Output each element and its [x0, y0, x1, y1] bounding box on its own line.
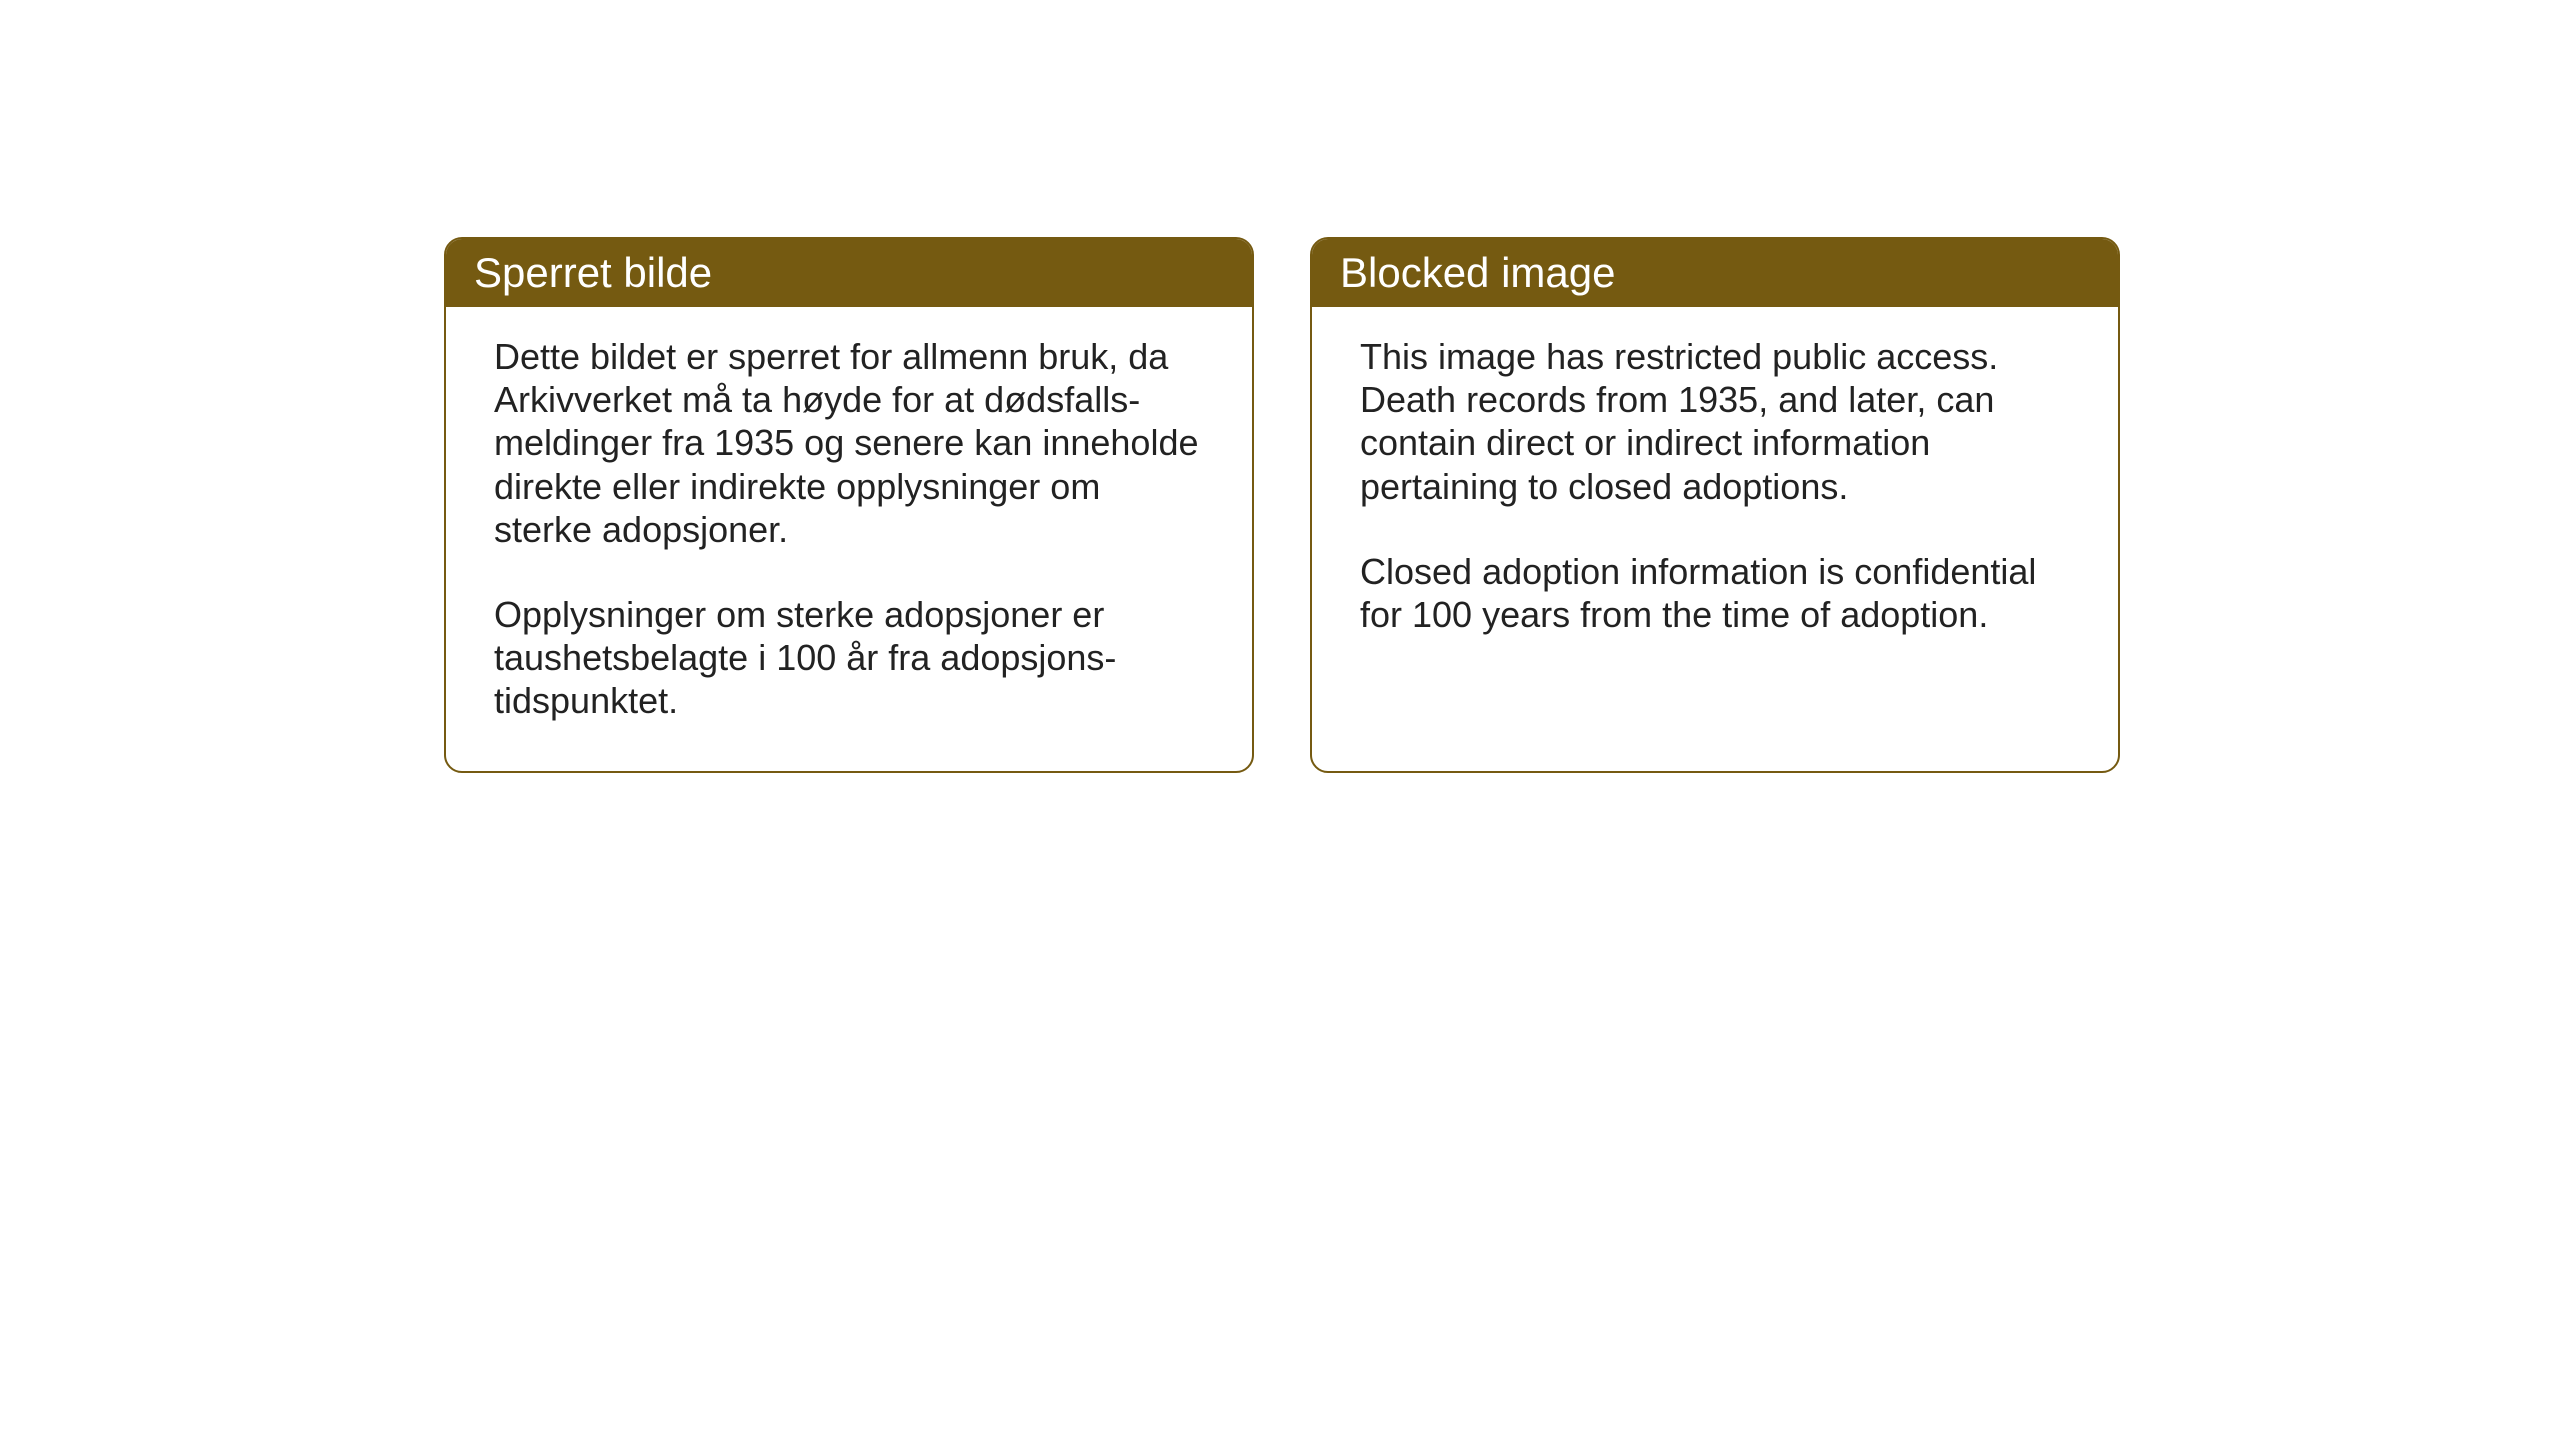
notice-header-norwegian: Sperret bilde: [446, 239, 1252, 307]
notice-body-english: This image has restricted public access.…: [1312, 307, 2118, 684]
notice-header-english: Blocked image: [1312, 239, 2118, 307]
notice-box-norwegian: Sperret bilde Dette bildet er sperret fo…: [444, 237, 1254, 773]
notice-paragraph-2-norwegian: Opplysninger om sterke adopsjoner er tau…: [494, 593, 1204, 723]
notice-paragraph-1-norwegian: Dette bildet er sperret for allmenn bruk…: [494, 335, 1204, 551]
notice-body-norwegian: Dette bildet er sperret for allmenn bruk…: [446, 307, 1252, 771]
notice-paragraph-2-english: Closed adoption information is confident…: [1360, 550, 2070, 636]
notice-paragraph-1-english: This image has restricted public access.…: [1360, 335, 2070, 508]
notice-container: Sperret bilde Dette bildet er sperret fo…: [0, 0, 2560, 773]
notice-box-english: Blocked image This image has restricted …: [1310, 237, 2120, 773]
notice-title-english: Blocked image: [1340, 249, 1615, 296]
notice-title-norwegian: Sperret bilde: [474, 249, 712, 296]
